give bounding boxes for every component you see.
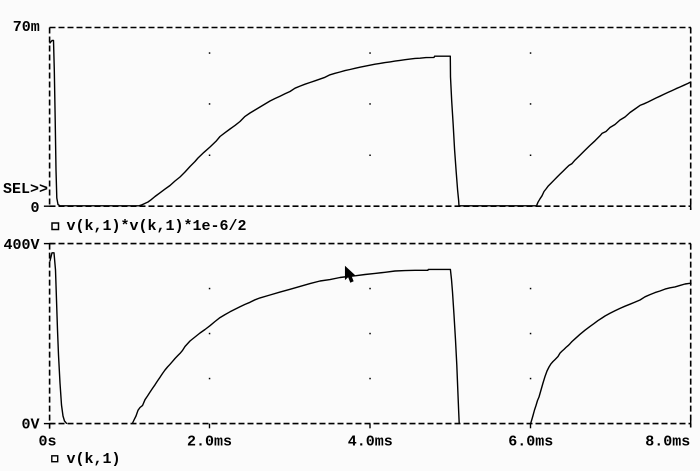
svg-text:0: 0 [31, 200, 40, 217]
svg-text:2.0ms: 2.0ms [187, 434, 232, 451]
svg-text:8.0ms: 8.0ms [645, 434, 690, 451]
svg-text:70m: 70m [13, 19, 40, 36]
svg-text:0V: 0V [22, 417, 40, 434]
svg-text:SEL>>: SEL>> [3, 181, 48, 198]
svg-text:v(k,1)*v(k,1)*1e-6/2: v(k,1)*v(k,1)*1e-6/2 [67, 218, 247, 235]
svg-text:0s: 0s [39, 434, 57, 451]
svg-text:4.0ms: 4.0ms [348, 434, 393, 451]
svg-text:6.0ms: 6.0ms [508, 434, 553, 451]
svg-text:400V: 400V [4, 237, 40, 254]
svg-text:v(k,1): v(k,1) [67, 451, 121, 468]
